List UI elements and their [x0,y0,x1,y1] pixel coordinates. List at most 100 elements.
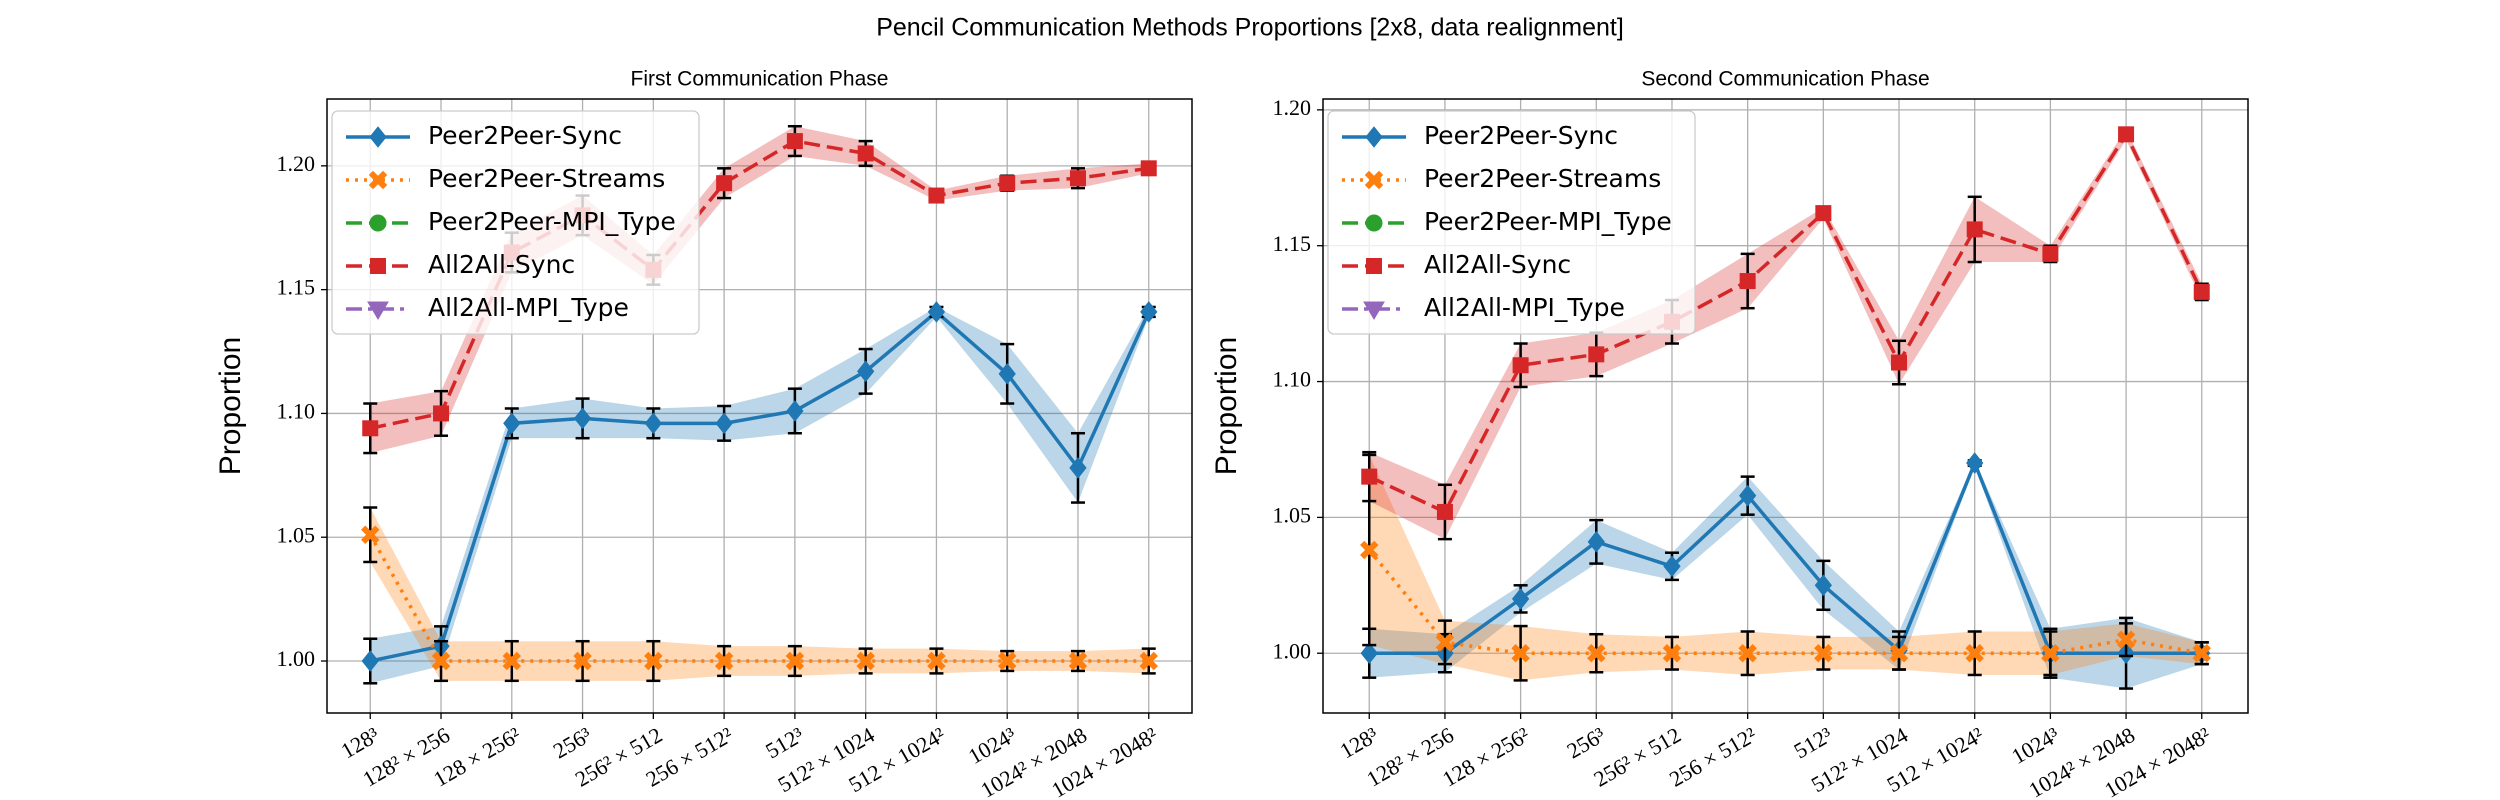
marker [1140,160,1157,177]
marker [1663,555,1681,578]
error-band [1369,128,2202,540]
marker [433,405,450,422]
error-band [1369,454,2202,681]
marker [503,412,521,435]
y-tick-label: 1.15 [1273,231,1312,256]
marker [998,363,1016,385]
marker [2041,644,2060,663]
legend-label: Peer2Peer-Streams [428,164,665,193]
legend-label: Peer2Peer-MPI_Type [1424,207,1672,236]
marker [2116,630,2136,649]
legend-marker [368,170,388,190]
y-axis-label: Proportion [214,337,247,475]
marker [785,651,805,671]
marker [999,175,1016,192]
chart-title: First Communication Phase [631,68,889,91]
legend-marker [1363,301,1385,320]
marker [1889,644,1909,663]
marker [1966,452,1984,474]
marker [1738,644,1757,663]
x-tick-label: 512³ [761,722,808,764]
legend-label: All2All-MPI_Type [1424,293,1625,322]
legend-marker [1364,170,1384,190]
series-line [1367,548,2203,655]
marker [1588,346,1605,363]
legend-box [331,110,700,335]
x-tick-label: 128³ [336,722,383,764]
marker [1139,651,1158,671]
x-tick-label: 1024³ [2007,722,2064,769]
marker [2193,283,2210,300]
y-tick-label: 1.00 [277,646,316,671]
marker [644,412,662,435]
marker [1069,170,1086,187]
error-band [370,507,1149,681]
marker [1739,273,1756,290]
y-tick-label: 1.10 [277,398,316,423]
marker [1814,644,1833,663]
marker [786,133,803,150]
marker [362,420,379,437]
marker [1511,588,1530,610]
y-tick-label: 1.15 [277,275,316,300]
marker [1511,644,1530,663]
marker [573,407,592,430]
marker [361,650,379,672]
marker [857,145,874,162]
marker [1435,633,1455,652]
x-tick-label: 512³ [1790,722,1837,764]
marker [1068,651,1088,671]
y-axis-label: Proportion [1210,337,1243,475]
marker [1966,221,1983,238]
marker [1140,301,1158,323]
marker [714,651,734,671]
marker [997,651,1017,671]
chart-title: Second Communication Phase [1641,68,1929,91]
marker [2042,245,2059,262]
plot-frame [326,98,1193,714]
marker [644,651,663,671]
legend-marker [370,258,386,274]
marker [1512,357,1529,374]
marker [1587,644,1606,663]
y-tick-label: 1.00 [1273,638,1312,663]
error-band [370,306,1149,684]
marker [715,412,733,435]
legend-marker [1365,214,1383,232]
x-tick-label: 256³ [1563,722,1610,764]
marker [1436,503,1453,520]
legend-label: All2All-Sync [428,250,575,279]
marker [716,175,733,192]
y-tick-label: 1.05 [277,522,316,547]
marker [2118,126,2135,143]
marker [2192,644,2211,663]
legend-label: Peer2Peer-MPI_Type [428,207,676,236]
legend-label: All2All-Sync [1424,250,1571,279]
marker [927,651,946,671]
marker [786,400,804,422]
marker [1360,642,1378,665]
legend-marker [367,301,389,320]
x-tick-label: 128³ [1335,722,1382,764]
legend-marker [369,214,387,232]
legend-box [1327,110,1696,335]
marker [857,360,875,383]
y-tick-label: 1.20 [277,151,316,176]
error-band [1369,460,2202,689]
marker [1965,644,1984,663]
marker [502,651,522,671]
marker [1739,484,1757,507]
x-tick-label: 256 × 512² [1665,722,1761,792]
legend-marker [369,126,387,148]
marker [1361,468,1378,485]
y-tick-label: 1.20 [1273,95,1312,120]
figure-title: Pencil Communication Methods Proportions… [876,14,1624,42]
series-line [368,533,1149,663]
legend-label: Peer2Peer-Sync [1424,121,1618,150]
marker [1662,644,1682,663]
x-tick-label: 256³ [549,722,596,764]
marker [1815,205,1832,222]
legend-label: Peer2Peer-Sync [428,121,622,150]
series-line [1368,130,2204,515]
